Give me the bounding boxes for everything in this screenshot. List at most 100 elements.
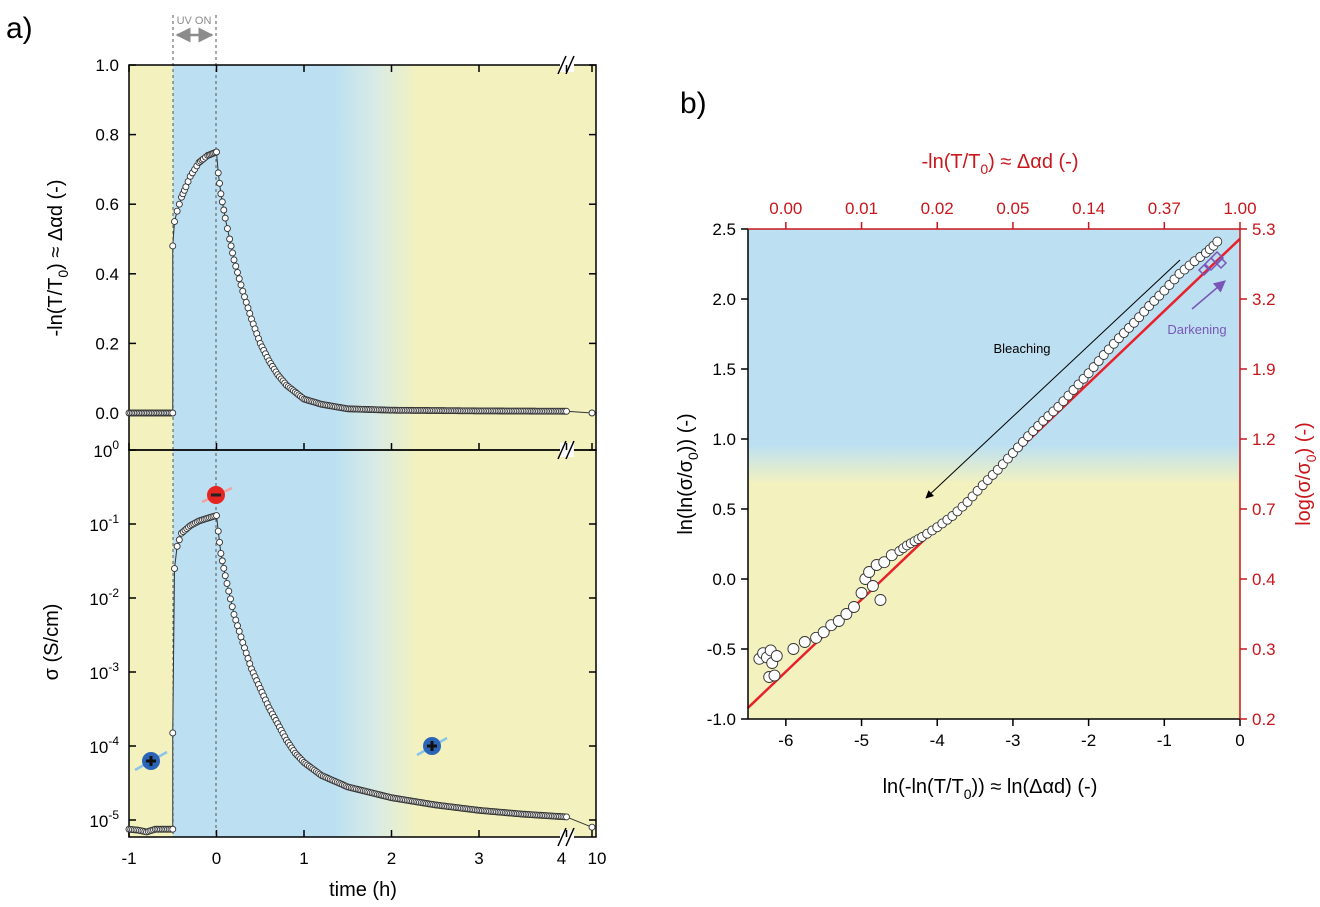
top-xtick-label: 0.02 — [921, 199, 954, 218]
top-xtick-label: 1.00 — [1223, 199, 1256, 218]
ytick-label: 0.8 — [95, 126, 119, 145]
data-point — [798, 636, 811, 648]
data-point — [237, 281, 245, 289]
data-point — [237, 633, 245, 641]
ytick-label: 2.5 — [712, 220, 736, 239]
xtick-label: -1 — [1157, 731, 1172, 750]
data-point — [855, 587, 868, 599]
panel-b: b) Bleaching Darkening -6 -5 -4 -3 -2 -1 0 -1.0… — [675, 87, 1319, 802]
data-point — [244, 304, 252, 312]
data-point — [220, 206, 228, 214]
data-point — [214, 169, 222, 177]
data-point — [171, 218, 178, 226]
data-point — [213, 148, 220, 156]
data-point — [817, 626, 830, 639]
ytick-label: 10-1 — [89, 512, 119, 535]
panel-a-top-ylabel: -ln(T/T0) ≈ Δαd (-) — [45, 179, 71, 336]
ytick-label: 10-3 — [89, 660, 119, 683]
ytick-label: 10-5 — [89, 808, 119, 831]
ytick-label: -1.0 — [707, 710, 736, 729]
electron-icon — [201, 486, 233, 504]
data-point — [214, 527, 222, 535]
ytick-label: 1.5 — [712, 360, 736, 379]
darkening-arrow — [1191, 280, 1226, 310]
data-point — [218, 198, 226, 206]
data-point — [216, 538, 224, 546]
ytick-label: 0.6 — [95, 195, 119, 214]
data-point — [246, 310, 254, 317]
data-point — [235, 627, 243, 635]
right-ytick-label: 1.9 — [1252, 360, 1276, 379]
panel-a-bottom-yticks: 10-5 10-4 10-3 10-2 10-1 100 — [89, 438, 596, 831]
bleaching-arrow — [925, 259, 1181, 499]
data-point — [874, 594, 887, 606]
xtick-label: 4 — [557, 849, 566, 868]
top-xtick-label: 0.14 — [1072, 199, 1105, 218]
xtick-label: 10 — [588, 849, 607, 868]
data-point — [588, 823, 596, 831]
data-point — [832, 615, 845, 627]
panel-a-blue-region — [173, 65, 596, 837]
ytick-label: 100 — [93, 438, 119, 461]
hole-icon-right — [416, 736, 448, 757]
xtick-label: -4 — [930, 731, 945, 750]
data-point — [230, 256, 238, 264]
panel-a-bottom-ylabel: σ (S/cm) — [41, 604, 63, 681]
data-point — [234, 622, 241, 630]
ytick-label: 0.4 — [95, 265, 119, 284]
right-ytick-label: 3.2 — [1252, 290, 1276, 309]
panel-b-label: b) — [680, 87, 707, 120]
panel-b-right-ylabel: log(σ/σ0) (-) — [1293, 422, 1319, 526]
data-point — [169, 409, 177, 417]
data-point — [223, 580, 231, 587]
right-ytick-label: 0.4 — [1252, 570, 1276, 589]
panel-a-xticks: -1 0 1 2 3 4 10 — [121, 65, 606, 868]
data-point — [563, 407, 570, 415]
data-point — [173, 542, 181, 550]
uv-on-label: UV ON — [177, 15, 212, 27]
panel-a-bottom-series — [125, 512, 596, 836]
xtick-label: 2 — [387, 849, 396, 868]
panel-a-xlabel: time (h) — [329, 879, 397, 901]
data-point — [226, 235, 234, 243]
data-point — [768, 669, 781, 682]
xtick-label: 3 — [474, 849, 483, 868]
panel-a-label: a) — [6, 12, 33, 45]
data-point — [234, 268, 241, 276]
xtick-label: 0 — [1235, 731, 1244, 750]
darkening-markers — [1197, 250, 1228, 277]
bleaching-label: Bleaching — [993, 341, 1050, 356]
data-point — [840, 608, 853, 620]
ytick-label: 0.0 — [95, 404, 119, 423]
right-ytick-label: 1.2 — [1252, 430, 1276, 449]
data-point — [220, 564, 228, 572]
ytick-label: 1.0 — [95, 56, 119, 75]
ytick-label: 10-4 — [89, 734, 119, 757]
data-point — [232, 262, 240, 270]
data-point — [213, 512, 220, 520]
hole-icon-left — [134, 750, 168, 772]
data-point — [242, 298, 250, 306]
data-point — [588, 409, 596, 417]
data-point — [230, 610, 238, 618]
panel-a-top-yticks: 0.0 0.2 0.4 0.6 0.8 1.0 — [95, 56, 596, 423]
xtick-label: 1 — [299, 849, 308, 868]
data-point — [217, 190, 225, 198]
data-point — [227, 242, 235, 250]
data-point — [218, 557, 226, 565]
right-ytick-label: 5.3 — [1252, 220, 1276, 239]
data-point — [216, 179, 224, 187]
top-xtick-label: 0.00 — [769, 199, 802, 218]
data-point — [866, 580, 879, 592]
data-point — [169, 242, 177, 250]
ytick-label: 0.2 — [95, 334, 119, 353]
data-point — [173, 207, 181, 215]
data-point — [171, 565, 178, 573]
data-point — [229, 249, 236, 257]
ytick-label: 0.0 — [712, 570, 736, 589]
panel-b-ticks: -6 -5 -4 -3 -2 -1 0 -1.0 -0.5 0.0 0.5 1.0 1.5 2.0 2.5 0… — [707, 199, 1276, 750]
panel-a-bottom-frame — [128, 449, 597, 838]
ytick-label: 1.0 — [712, 430, 736, 449]
data-point — [863, 566, 876, 578]
top-xtick-label: 0.01 — [845, 199, 878, 218]
